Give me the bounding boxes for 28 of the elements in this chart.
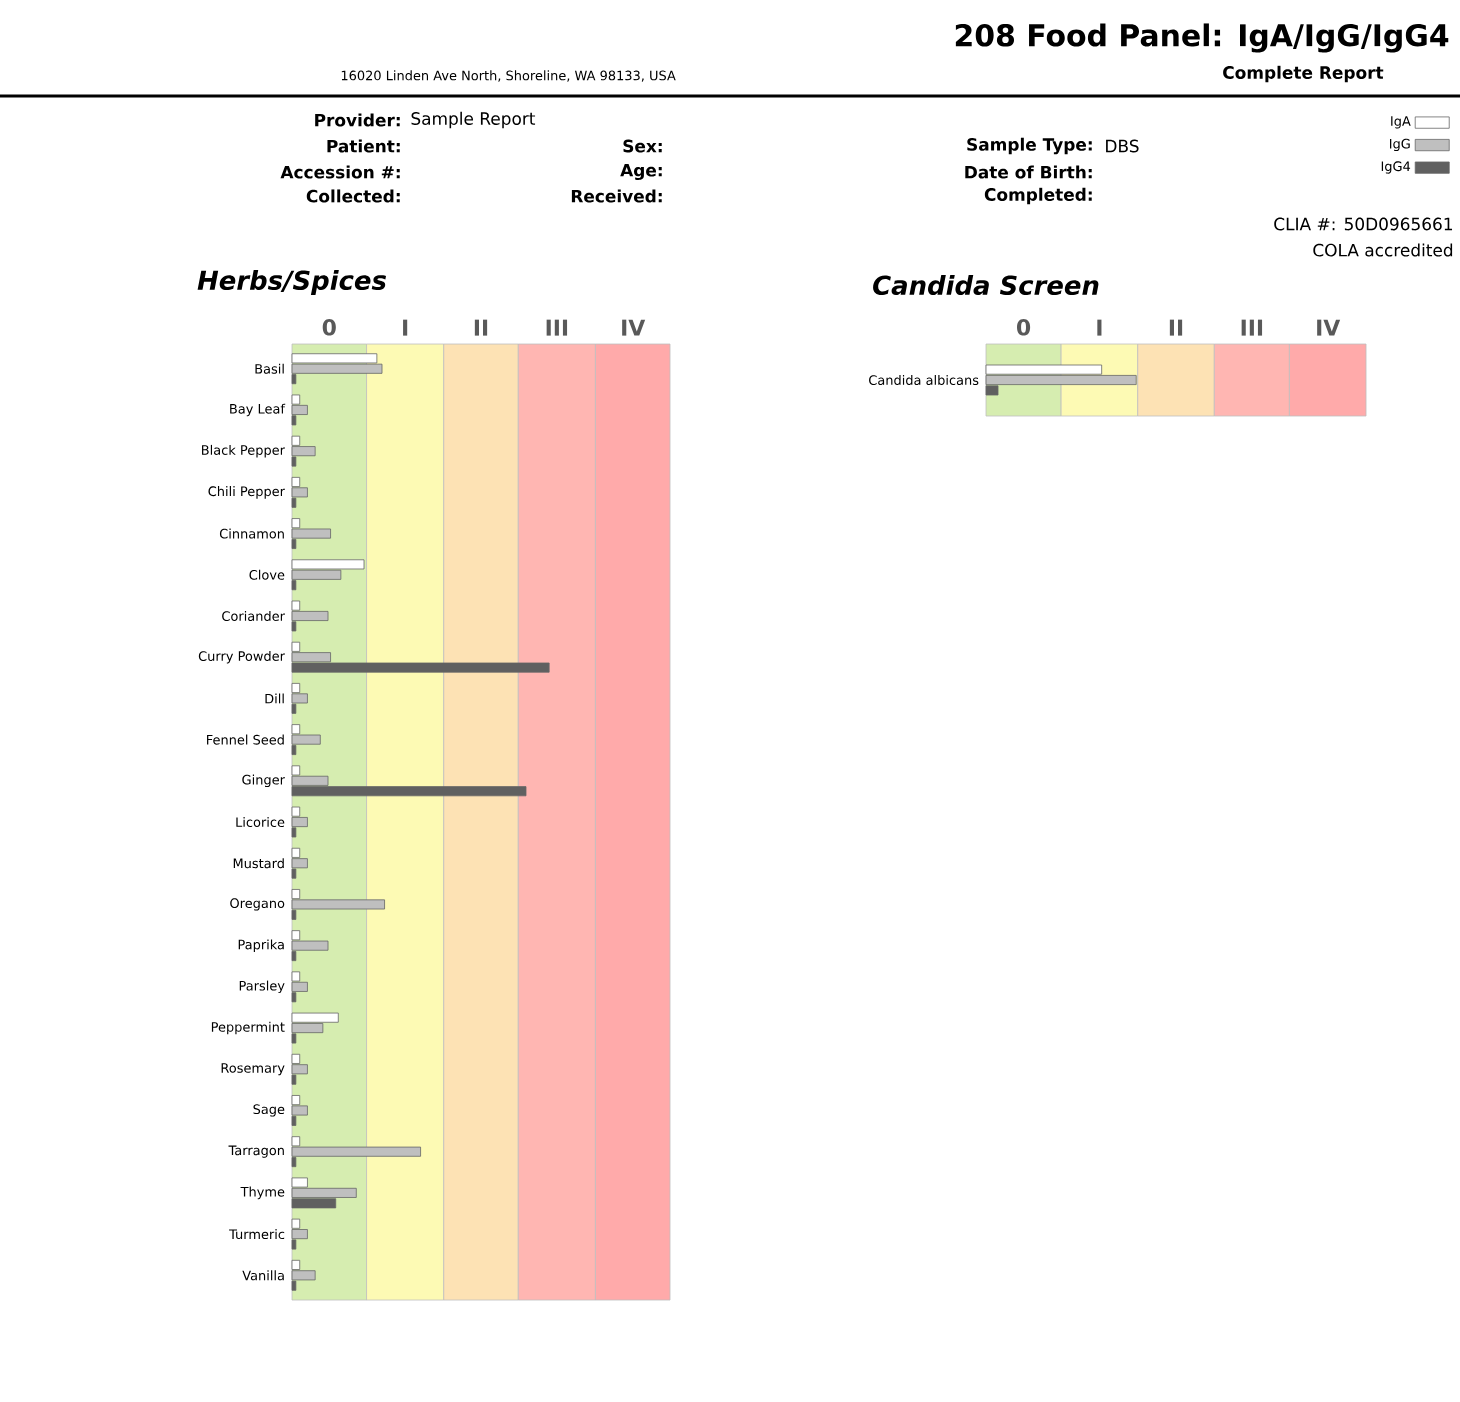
text: Accession #: xyxy=(280,165,400,179)
band-label: 0 xyxy=(322,319,336,336)
band-label: III xyxy=(1241,319,1263,336)
text: Age: xyxy=(620,164,662,180)
text: CLIA #: 50D0965661 xyxy=(1274,217,1453,231)
band-label: IV xyxy=(1317,319,1341,336)
text: DBS xyxy=(1106,139,1139,153)
text: Provider: xyxy=(315,113,400,127)
text: Completed: xyxy=(984,187,1092,205)
text: Sample Type: xyxy=(967,137,1092,155)
band-label: III xyxy=(546,319,568,336)
text: Received: xyxy=(571,189,662,203)
band-label: I xyxy=(403,319,408,336)
text: Date of Birth: xyxy=(965,165,1092,179)
band-label: II xyxy=(474,319,488,336)
text: Collected: xyxy=(306,189,400,203)
chart-title: Herbs/Spices xyxy=(197,269,386,296)
chart-title: Candida Screen xyxy=(873,274,1099,296)
text: 208 Food Panel: IgA/IgG/IgG4 xyxy=(955,23,1449,53)
text: Sex: xyxy=(623,139,662,153)
band-label: IV xyxy=(622,319,646,336)
text: Complete Report xyxy=(1223,65,1384,83)
band-label: 0 xyxy=(1017,319,1031,336)
band-label: I xyxy=(1097,319,1102,336)
text: COLA accredited xyxy=(1313,243,1453,257)
text: Sample Report xyxy=(411,111,536,129)
band-label: II xyxy=(1169,319,1183,336)
text: Patient: xyxy=(327,139,400,153)
